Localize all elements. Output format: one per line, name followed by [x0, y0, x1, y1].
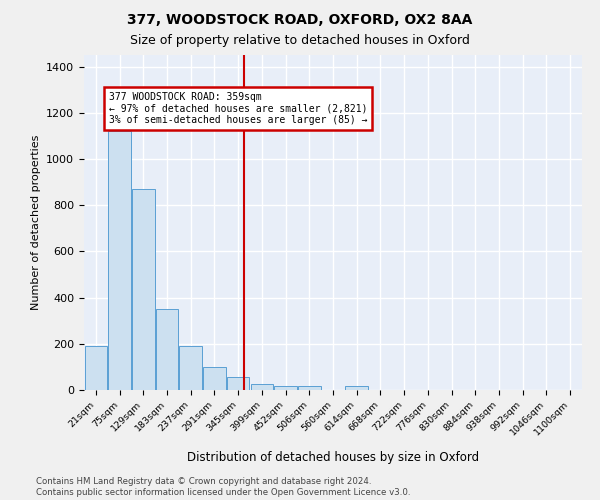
Bar	[132, 189, 155, 390]
Text: Size of property relative to detached houses in Oxford: Size of property relative to detached ho…	[130, 34, 470, 47]
Bar	[156, 309, 178, 390]
Bar	[346, 386, 368, 390]
Bar	[203, 367, 226, 390]
Bar	[251, 384, 273, 390]
Bar	[227, 378, 250, 390]
Bar	[298, 386, 320, 390]
Bar	[274, 386, 297, 390]
Bar	[109, 131, 131, 390]
Text: Contains public sector information licensed under the Open Government Licence v3: Contains public sector information licen…	[36, 488, 410, 497]
Text: 377, WOODSTOCK ROAD, OXFORD, OX2 8AA: 377, WOODSTOCK ROAD, OXFORD, OX2 8AA	[127, 12, 473, 26]
Bar	[179, 346, 202, 390]
Bar	[85, 346, 107, 390]
Text: 377 WOODSTOCK ROAD: 359sqm
← 97% of detached houses are smaller (2,821)
3% of se: 377 WOODSTOCK ROAD: 359sqm ← 97% of deta…	[109, 92, 367, 125]
X-axis label: Distribution of detached houses by size in Oxford: Distribution of detached houses by size …	[187, 452, 479, 464]
Y-axis label: Number of detached properties: Number of detached properties	[31, 135, 41, 310]
Text: Contains HM Land Registry data © Crown copyright and database right 2024.: Contains HM Land Registry data © Crown c…	[36, 477, 371, 486]
